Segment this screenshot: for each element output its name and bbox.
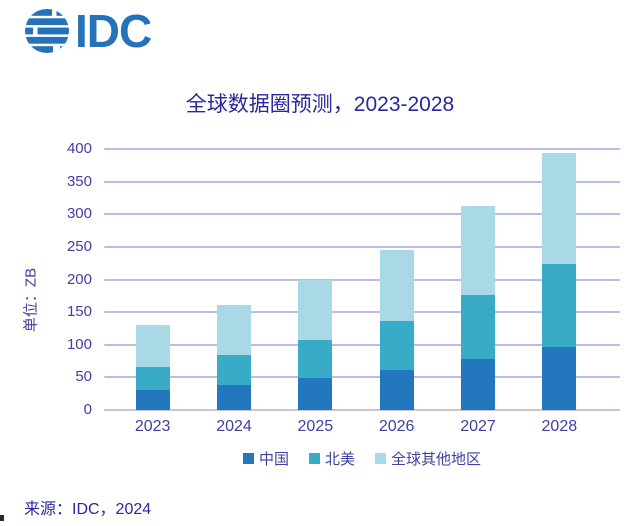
- y-tick-400: 400: [66, 140, 92, 157]
- source-note: 来源：IDC，2024: [24, 501, 152, 518]
- y-tick-0: 0: [83, 401, 92, 418]
- y-axis: 0 50 100 150 200 250 300 350 400: [44, 140, 92, 418]
- bar-2023-segment-2: [135, 325, 170, 367]
- bar-2027-segment-1: [461, 294, 495, 360]
- bar-2028-segment-0: [542, 346, 577, 410]
- y-axis-title: 单位：ZB: [22, 267, 40, 333]
- gridline-400: [104, 148, 620, 150]
- idc-logo-text: IDC: [75, 5, 152, 57]
- legend-swatch-0: [242, 453, 254, 464]
- x-label-2027: 2027: [460, 418, 496, 435]
- y-tick-250: 250: [66, 237, 92, 255]
- legend-swatch-2: [375, 453, 386, 464]
- x-axis-baseline: [104, 409, 620, 411]
- bar-2026-segment-2: [379, 249, 414, 322]
- idc-globe-icon: [24, 8, 70, 54]
- legend-swatch-1: [308, 453, 320, 464]
- bar-2027-segment-2: [461, 206, 495, 295]
- y-tick-50: 50: [75, 368, 92, 386]
- legend-label-2: 全球其他地区: [391, 451, 482, 468]
- bar-2028-segment-2: [542, 152, 577, 264]
- gridline-300: [104, 213, 620, 216]
- bar-2025-segment-1: [298, 340, 333, 379]
- x-axis-labels: 2023 2024 2025 2026 2027 2028: [112, 417, 600, 437]
- idc-logo: IDC: [24, 5, 152, 57]
- x-label-2024: 2024: [216, 418, 252, 435]
- y-tick-150: 150: [66, 303, 92, 321]
- bars-layer: [112, 149, 600, 410]
- bar-2026-segment-0: [379, 370, 414, 410]
- x-label-2028: 2028: [541, 418, 578, 435]
- gridline-250: [104, 245, 620, 248]
- bar-2025-segment-0: [298, 378, 333, 410]
- legend-item-0: 中国: [242, 448, 289, 469]
- x-label-2025: 2025: [297, 418, 334, 435]
- bar-2023-segment-0: [135, 390, 170, 410]
- bar-2025-segment-2: [298, 279, 333, 341]
- corner-artifact: [0, 515, 4, 521]
- gridline-50: [104, 376, 620, 379]
- legend-label-1: 北美: [324, 451, 355, 468]
- bar-2024-segment-2: [217, 304, 251, 355]
- plot-area: [104, 148, 620, 411]
- gridline-200: [104, 278, 620, 281]
- x-label-2023: 2023: [134, 418, 171, 435]
- legend-item-2: 全球其他地区: [375, 448, 481, 469]
- y-tick-350: 350: [66, 172, 92, 190]
- bar-2024-segment-1: [217, 354, 251, 386]
- legend-label-0: 中国: [258, 451, 289, 468]
- x-label-2026: 2026: [378, 418, 415, 435]
- bar-2028-segment-1: [542, 263, 577, 347]
- bar-2024-segment-0: [217, 385, 251, 410]
- gridline-100: [104, 343, 620, 346]
- bar-2026-segment-1: [379, 321, 414, 371]
- y-tick-300: 300: [66, 205, 92, 223]
- legend: 中国 北美 全球其他地区: [104, 448, 620, 469]
- gridline-150: [104, 311, 620, 314]
- y-tick-100: 100: [66, 335, 92, 353]
- bar-2023-segment-1: [135, 366, 170, 391]
- legend-item-1: 北美: [308, 448, 355, 469]
- y-tick-200: 200: [66, 270, 92, 288]
- gridline-350: [104, 180, 620, 183]
- bar-2027-segment-0: [461, 359, 495, 410]
- chart-title: 全球数据圈预测，2023-2028: [185, 93, 455, 116]
